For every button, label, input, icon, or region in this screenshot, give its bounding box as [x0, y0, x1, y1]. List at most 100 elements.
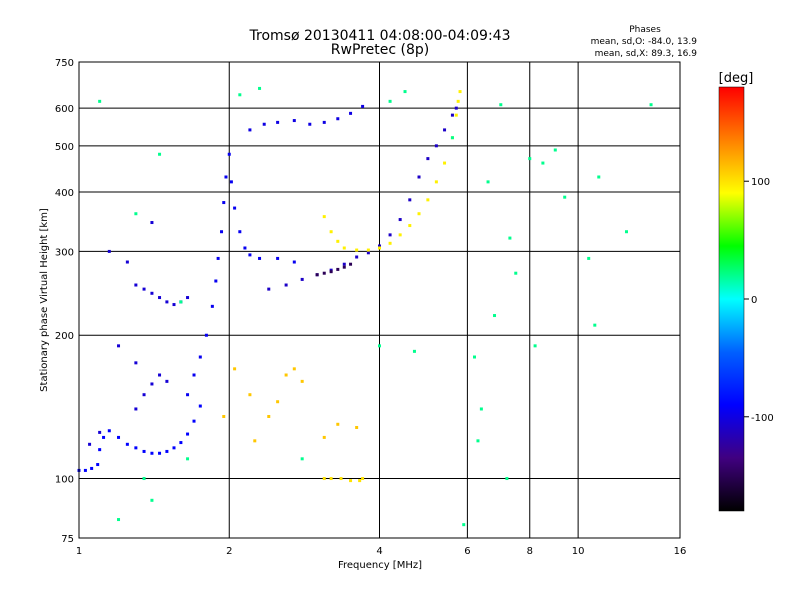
data-point	[107, 429, 111, 433]
data-point	[388, 233, 392, 237]
data-point	[284, 373, 288, 377]
data-point	[528, 157, 532, 161]
data-point	[192, 419, 196, 423]
data-point	[248, 253, 252, 257]
data-point	[329, 230, 333, 234]
trace-sporadic-mid-echoes	[222, 367, 359, 443]
data-point	[292, 260, 296, 264]
data-point	[329, 270, 333, 274]
data-point	[366, 248, 370, 252]
data-point	[355, 255, 359, 259]
data-point	[267, 414, 271, 418]
data-point	[179, 441, 183, 445]
data-point	[476, 439, 480, 443]
data-point	[165, 379, 169, 383]
data-point	[258, 86, 262, 90]
colorbar-label: [deg]	[719, 71, 754, 86]
data-point	[238, 93, 242, 97]
data-point	[358, 479, 362, 483]
data-point	[486, 180, 490, 184]
data-point	[186, 393, 190, 397]
data-point	[224, 175, 228, 179]
y-axis-ticks: 75 100 200 300 400 500 600 750	[55, 58, 74, 545]
data-point	[83, 468, 87, 472]
chart-title: Tromsø 20130411 04:08:00-04:09:43	[249, 28, 511, 44]
data-point	[198, 404, 202, 408]
data-point	[107, 249, 111, 253]
data-point	[284, 283, 288, 287]
data-point	[339, 477, 343, 481]
data-point	[98, 448, 102, 452]
data-point	[398, 233, 402, 237]
data-point	[262, 122, 266, 126]
data-point	[125, 442, 129, 446]
data-point	[158, 373, 162, 377]
data-point	[88, 442, 92, 446]
stats-line-x: mean, sd,X: 89.3, 16.9	[595, 49, 698, 59]
data-point	[150, 498, 154, 502]
data-point	[292, 367, 296, 371]
x-axis-label: Frequency [MHz]	[338, 560, 422, 571]
data-point	[398, 218, 402, 222]
data-point	[90, 466, 94, 470]
data-point	[276, 120, 280, 124]
data-point	[216, 256, 220, 260]
data-point	[322, 477, 326, 481]
data-point	[150, 221, 154, 225]
data-point	[450, 136, 454, 140]
trace-scattered-points	[98, 86, 653, 527]
x-tick-label: 16	[674, 546, 687, 557]
data-point	[329, 477, 333, 481]
data-point	[222, 414, 226, 418]
data-point	[493, 314, 497, 318]
data-point	[142, 449, 146, 453]
data-point	[158, 296, 162, 300]
data-point	[150, 382, 154, 386]
data-point	[349, 479, 353, 483]
y-tick-label: 300	[55, 247, 74, 258]
trace-low-frequency-echoes	[88, 221, 190, 446]
data-point	[505, 477, 509, 481]
data-point	[322, 435, 326, 439]
data-point	[186, 296, 190, 300]
data-point	[125, 260, 129, 264]
data-point	[220, 230, 224, 234]
data-point	[593, 323, 597, 327]
y-tick-label: 400	[55, 188, 74, 199]
data-point	[117, 344, 121, 348]
data-point	[426, 198, 430, 202]
data-point	[378, 244, 381, 248]
y-tick-label: 75	[61, 534, 74, 545]
data-point	[443, 128, 447, 132]
data-point	[378, 344, 381, 348]
data-point	[98, 430, 102, 434]
data-point	[533, 344, 537, 348]
data-point	[222, 201, 226, 205]
data-point	[624, 230, 628, 234]
data-point	[349, 111, 353, 115]
data-point	[434, 144, 438, 148]
x-tick-label: 4	[376, 546, 382, 557]
y-tick-label: 500	[55, 142, 74, 153]
data-point	[458, 90, 462, 94]
data-point	[172, 303, 176, 307]
data-point	[342, 265, 346, 269]
y-tick-label: 100	[55, 475, 74, 486]
data-point	[248, 393, 252, 397]
data-point	[450, 113, 454, 117]
data-point	[248, 128, 252, 132]
data-point	[158, 152, 162, 156]
data-point	[426, 157, 430, 161]
data-point	[276, 400, 280, 404]
data-point	[243, 246, 247, 250]
data-point	[210, 304, 214, 308]
colorbar	[718, 86, 745, 512]
data-point	[300, 379, 304, 383]
trace-f1-trace	[186, 152, 296, 397]
trace-e-layer-trace	[77, 404, 202, 472]
trace-e-region-x-echoes	[322, 477, 365, 483]
x-axis-ticks: 1 2 4 6 8 10 16	[76, 546, 687, 557]
data-point	[329, 268, 333, 272]
data-point	[322, 120, 326, 124]
